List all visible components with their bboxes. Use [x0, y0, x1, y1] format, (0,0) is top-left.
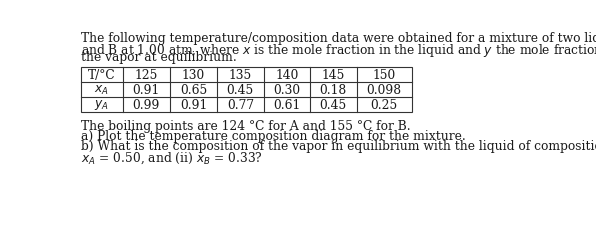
Text: $x_A$ = 0.50, and (ii) $x_B$ = 0.33?: $x_A$ = 0.50, and (ii) $x_B$ = 0.33? — [80, 150, 263, 165]
Text: 125: 125 — [135, 69, 158, 82]
Text: 130: 130 — [182, 69, 205, 82]
Text: 140: 140 — [275, 69, 299, 82]
Text: 0.18: 0.18 — [319, 83, 347, 96]
Text: 0.91: 0.91 — [180, 98, 207, 111]
Text: The following temperature/composition data were obtained for a mixture of two li: The following temperature/composition da… — [80, 32, 596, 45]
Text: 0.91: 0.91 — [132, 83, 160, 96]
Text: 0.61: 0.61 — [273, 98, 300, 111]
Text: 0.45: 0.45 — [319, 98, 347, 111]
Text: 0.30: 0.30 — [274, 83, 300, 96]
Text: 0.77: 0.77 — [227, 98, 254, 111]
Text: 135: 135 — [229, 69, 252, 82]
Text: b) What is the composition of the vapor in equilibrium with the liquid of compos: b) What is the composition of the vapor … — [80, 140, 596, 153]
Text: 145: 145 — [322, 69, 345, 82]
Text: 0.45: 0.45 — [226, 83, 254, 96]
Text: 150: 150 — [372, 69, 396, 82]
Text: a) Plot the temperature composition diagram for the mixture.: a) Plot the temperature composition diag… — [80, 130, 465, 143]
Text: the vapor at equilibrium.: the vapor at equilibrium. — [80, 51, 237, 64]
Text: T/°C: T/°C — [88, 69, 116, 82]
Text: 0.99: 0.99 — [132, 98, 160, 111]
Text: 0.098: 0.098 — [367, 83, 402, 96]
Text: and B at 1.00 atm, where $x$ is the mole fraction in the liquid and $y$ the mole: and B at 1.00 atm, where $x$ is the mole… — [80, 42, 596, 58]
Text: 0.65: 0.65 — [180, 83, 207, 96]
Bar — [80, 68, 412, 112]
Text: $y_A$: $y_A$ — [94, 98, 109, 112]
Text: 0.25: 0.25 — [371, 98, 398, 111]
Text: $x_A$: $x_A$ — [94, 83, 109, 96]
Text: The boiling points are 124 °C for A and 155 °C for B.: The boiling points are 124 °C for A and … — [80, 120, 410, 133]
